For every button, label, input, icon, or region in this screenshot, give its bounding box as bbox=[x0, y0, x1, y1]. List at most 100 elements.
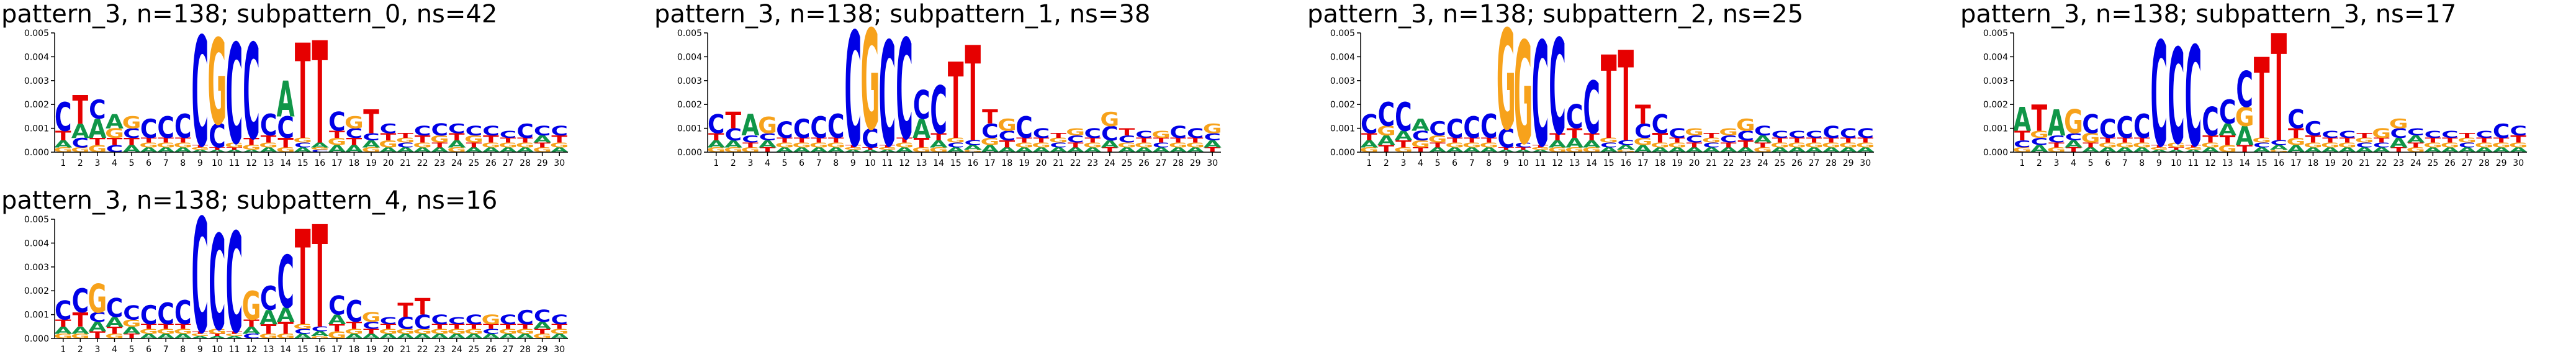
logo-letter: C bbox=[2356, 142, 2373, 149]
logo-letter: T bbox=[261, 322, 277, 337]
logo-letter: C bbox=[2116, 111, 2133, 145]
logo-letter: C bbox=[277, 242, 294, 325]
logo-letter: G bbox=[1411, 138, 1430, 150]
logo-letter: T bbox=[277, 319, 294, 338]
x-tick-label: 11 bbox=[229, 345, 240, 354]
logo-letter: C bbox=[414, 311, 431, 334]
logo-letter: T bbox=[397, 299, 413, 322]
logo-letter: T bbox=[1567, 126, 1583, 141]
logo-letter: C bbox=[534, 124, 551, 138]
x-tick-label: 25 bbox=[468, 345, 479, 354]
logo-letter: A bbox=[208, 149, 226, 153]
logo-letter: C bbox=[1067, 134, 1084, 145]
logo-letter: T bbox=[965, 19, 981, 171]
logo-letter: G bbox=[775, 142, 795, 149]
logo-letter: A bbox=[71, 120, 89, 143]
logo-letter: A bbox=[1617, 144, 1636, 152]
logo-letter: C bbox=[363, 131, 380, 143]
x-tick-label: 1 bbox=[60, 158, 66, 168]
x-tick-label: 6 bbox=[146, 158, 151, 168]
x-tick-label: 7 bbox=[163, 345, 169, 354]
x-tick-label: 11 bbox=[2188, 158, 2199, 168]
x-tick-label: 7 bbox=[816, 158, 822, 168]
logo-letter: T bbox=[363, 328, 379, 335]
logo-letter: C bbox=[2441, 129, 2459, 140]
logo-letter: C bbox=[2271, 139, 2288, 147]
logo-letter: G bbox=[2441, 142, 2460, 149]
panel: pattern_3, n=138; subpattern_0, ns=420.0… bbox=[1, 0, 569, 181]
logo-letter: G bbox=[379, 328, 398, 335]
logo-letter: C bbox=[1119, 134, 1136, 145]
x-tick-label: 4 bbox=[112, 158, 117, 168]
logo-letter: T bbox=[914, 136, 930, 151]
logo-letter: C bbox=[72, 282, 89, 320]
logo-letter: C bbox=[2287, 105, 2305, 135]
x-tick-label: 16 bbox=[314, 345, 325, 354]
logo-letter: A bbox=[106, 315, 124, 330]
logo-letter: G bbox=[1203, 122, 1222, 137]
x-tick-label: 29 bbox=[537, 158, 548, 168]
x-tick-label: 28 bbox=[1826, 158, 1837, 168]
x-tick-label: 11 bbox=[882, 158, 893, 168]
y-tick-label: 0.004 bbox=[677, 52, 702, 62]
x-tick-label: 25 bbox=[1774, 158, 1785, 168]
logo-letter: C bbox=[397, 314, 414, 333]
logo-letter: A bbox=[123, 143, 142, 155]
logo-letter: A bbox=[861, 149, 879, 153]
x-tick-label: 10 bbox=[1518, 158, 1529, 168]
logo-letter: G bbox=[259, 142, 278, 149]
logo-letter: T bbox=[2117, 137, 2133, 144]
y-tick-label: 0.005 bbox=[24, 29, 49, 39]
logo-letter: C bbox=[1583, 67, 1600, 151]
logo-letter: A bbox=[1531, 149, 1549, 153]
y-tick-label: 0.001 bbox=[24, 124, 49, 134]
x-tick-label: 15 bbox=[1603, 158, 1615, 168]
x-tick-label: 18 bbox=[1002, 158, 1013, 168]
logo-letter: T bbox=[1652, 131, 1669, 146]
logo-letter: G bbox=[1651, 142, 1670, 149]
x-tick-label: 18 bbox=[349, 158, 360, 168]
logo-letter: A bbox=[724, 138, 743, 150]
logo-letter: C bbox=[1532, 12, 1549, 179]
logo-letter: G bbox=[139, 142, 158, 149]
x-tick-label: 17 bbox=[331, 158, 343, 168]
logo-letter: T bbox=[431, 323, 448, 330]
logo-letter: T bbox=[500, 137, 516, 144]
logo-letter: T bbox=[2100, 137, 2116, 144]
logo-letter: C bbox=[2219, 94, 2236, 132]
logo-letter: C bbox=[140, 301, 158, 331]
logo-letter: C bbox=[2151, 12, 2168, 179]
logo-letter: A bbox=[2390, 136, 2408, 151]
x-tick-label: 17 bbox=[984, 158, 996, 168]
logo-letter: C bbox=[140, 114, 158, 145]
logo-letter: C bbox=[1033, 126, 1050, 141]
logo-letter: T bbox=[1806, 137, 1822, 144]
x-tick-label: 30 bbox=[554, 158, 565, 168]
x-tick-label: 2 bbox=[731, 158, 736, 168]
x-tick-label: 29 bbox=[1190, 158, 1201, 168]
logo-letter: G bbox=[1151, 129, 1171, 140]
x-tick-label: 14 bbox=[280, 158, 291, 168]
x-tick-label: 14 bbox=[2239, 158, 2250, 168]
x-tick-label: 22 bbox=[417, 345, 428, 354]
logo-letter: G bbox=[792, 142, 811, 149]
x-tick-label: 6 bbox=[1452, 158, 1457, 168]
logo-letter: C bbox=[2202, 100, 2219, 145]
logo-letter: T bbox=[363, 103, 379, 141]
logo-letter: T bbox=[107, 136, 123, 148]
y-tick-label: 0.005 bbox=[24, 215, 49, 225]
logo-letter: A bbox=[1412, 116, 1430, 135]
x-tick-label: 1 bbox=[713, 158, 719, 168]
logo-letter: C bbox=[1050, 142, 1067, 149]
logo-letter: C bbox=[1169, 123, 1187, 142]
logo-letter: T bbox=[2032, 98, 2048, 139]
logo-letter: C bbox=[742, 134, 759, 145]
x-tick-label: 23 bbox=[434, 345, 445, 354]
logo-letter: A bbox=[1394, 129, 1413, 143]
logo-letter: G bbox=[1462, 142, 1482, 149]
logo-letter: T bbox=[1447, 137, 1463, 144]
y-tick-label: 0.001 bbox=[24, 311, 49, 320]
logo-letter: C bbox=[482, 124, 500, 138]
logo-letter: T bbox=[1016, 137, 1032, 144]
logo-letter: C bbox=[913, 83, 930, 129]
